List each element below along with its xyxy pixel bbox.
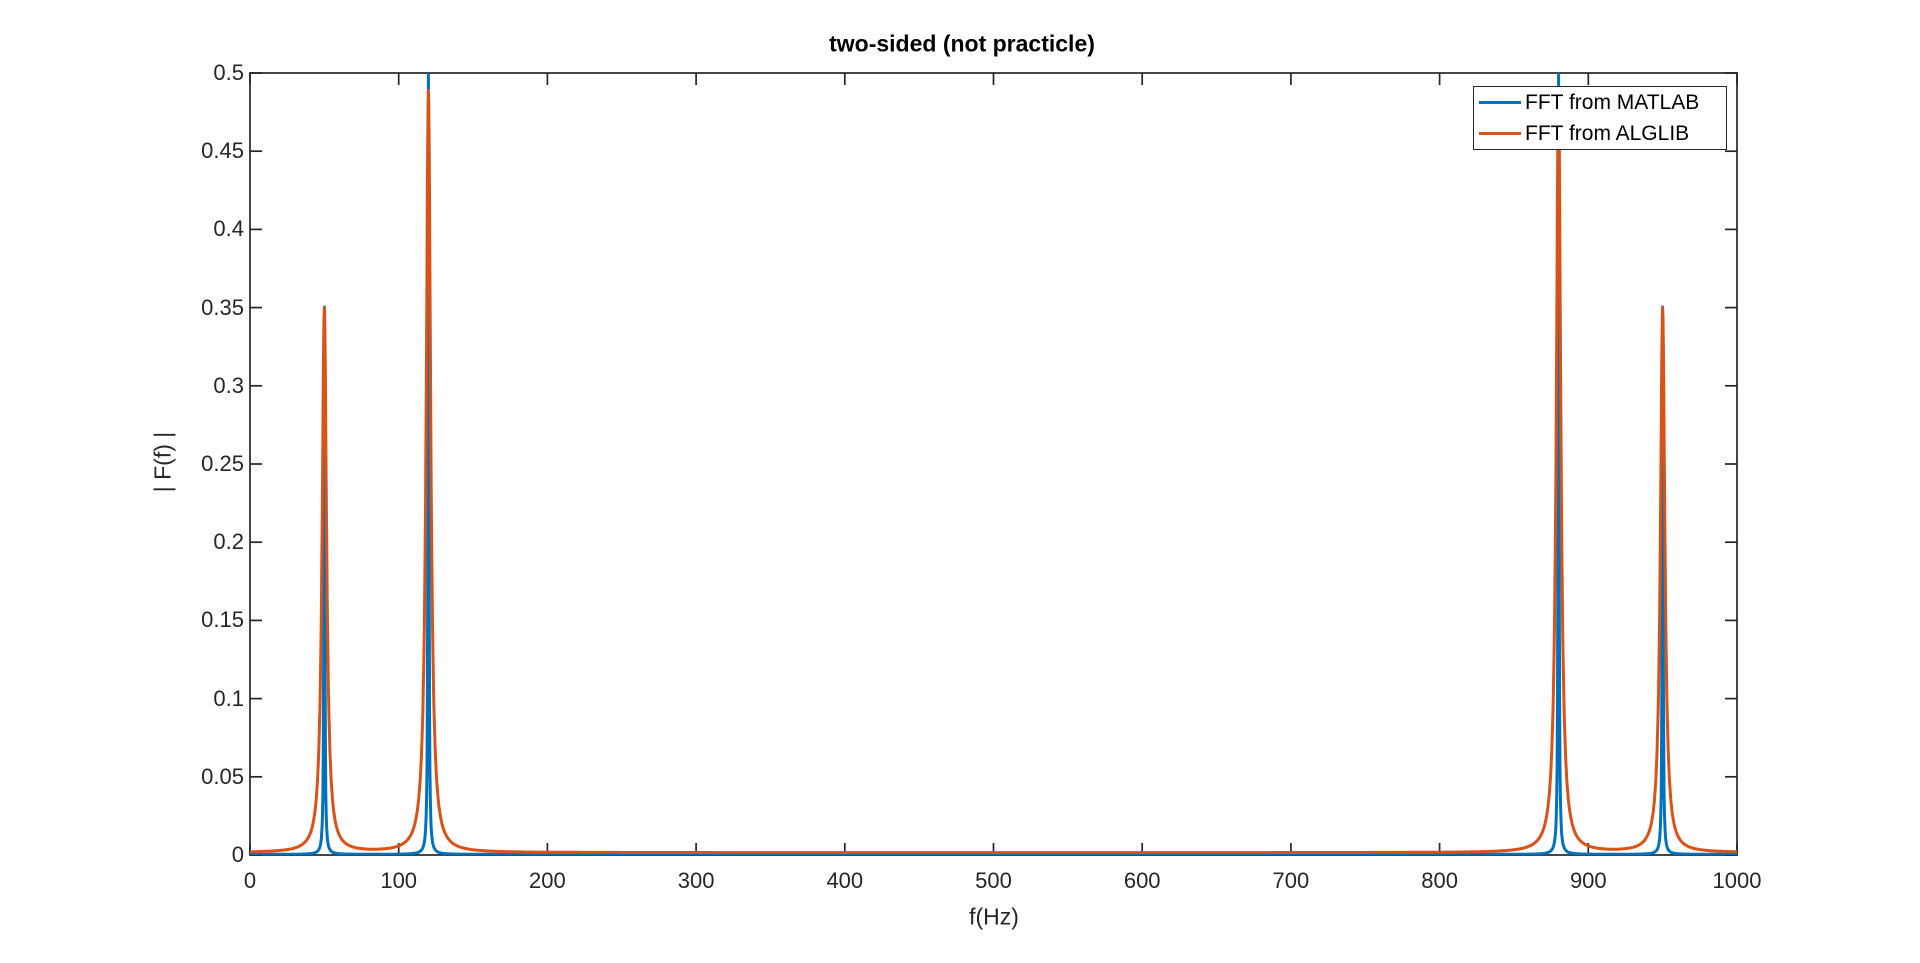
x-tick-label: 400 — [826, 868, 864, 893]
y-tick-label: 0.1 — [213, 685, 244, 711]
legend-label-alglib: FFT from ALGLIB — [1525, 121, 1690, 145]
x-tick-label: 800 — [1421, 868, 1458, 893]
y-tick-label: 0.05 — [201, 763, 244, 789]
y-tick-label: 0.45 — [201, 138, 244, 164]
legend-label-matlab: FFT from MATLAB — [1525, 91, 1700, 115]
legend-line-sample-alglib — [1479, 131, 1521, 135]
x-tick-label: 500 — [975, 868, 1012, 893]
series-line-matlab — [250, 73, 1737, 855]
x-tick-label: 1000 — [1712, 868, 1762, 893]
y-tick-label: 0.2 — [213, 529, 244, 555]
legend-entry-alglib: FFT from ALGLIB — [1474, 118, 1726, 148]
y-tick-label: 0.15 — [201, 607, 244, 633]
x-tick-label: 600 — [1123, 868, 1161, 893]
x-axis-label: f(Hz) — [969, 903, 1019, 930]
x-tick-label: 300 — [677, 868, 715, 893]
y-tick-label: 0.25 — [201, 451, 244, 476]
x-tick-label: 0 — [243, 868, 257, 893]
x-tick-label: 900 — [1569, 868, 1607, 893]
legend: FFT from MATLAB FFT from ALGLIB — [1473, 86, 1727, 150]
y-axis-label: | F(f) | — [149, 431, 176, 493]
legend-line-sample-matlab — [1479, 101, 1521, 105]
y-tick-label: 0.35 — [201, 294, 244, 320]
y-tick-label: 0 — [231, 842, 244, 867]
x-tick-label: 100 — [380, 868, 418, 893]
x-tick-label: 700 — [1272, 868, 1310, 893]
y-tick-label: 0.4 — [213, 216, 244, 242]
chart-title: two-sided (not practicle) — [829, 30, 1095, 57]
y-tick-label: 0.5 — [213, 60, 244, 85]
legend-entry-matlab: FFT from MATLAB — [1474, 88, 1726, 118]
x-tick-label: 200 — [529, 868, 566, 893]
y-tick-label: 0.3 — [213, 372, 244, 398]
series-line-alglib — [250, 89, 1737, 855]
axes-box — [249, 72, 1738, 856]
